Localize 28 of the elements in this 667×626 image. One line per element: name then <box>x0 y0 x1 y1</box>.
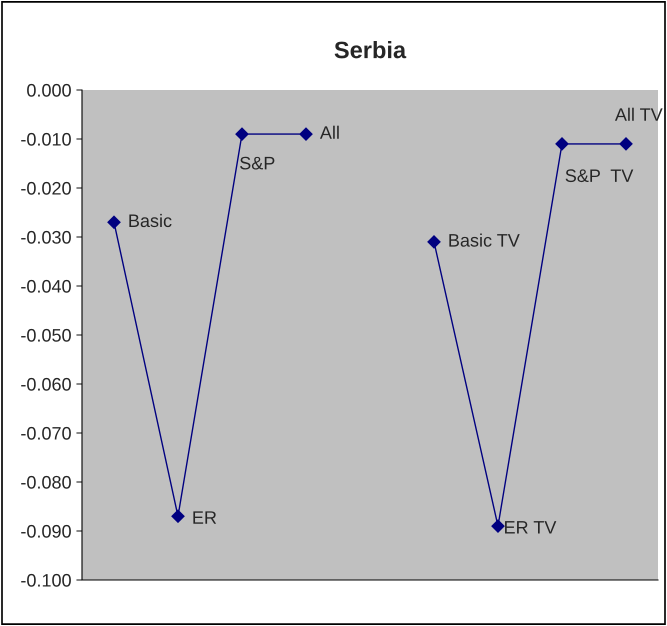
annotation: All <box>320 126 339 139</box>
point <box>619 137 633 150</box>
annotation: Basic TV <box>449 233 520 247</box>
y-tick-label: -0.010 <box>21 132 71 146</box>
y-tick-label: -0.090 <box>21 524 71 538</box>
y-tick-label: -0.050 <box>21 328 71 342</box>
point <box>299 128 313 141</box>
point <box>235 128 249 141</box>
chart-title: Serbia <box>334 40 406 58</box>
annotation: ER <box>193 511 216 524</box>
y-tick-label: 0.000 <box>27 84 71 97</box>
y-tick-label: -0.030 <box>21 230 71 244</box>
annotation: S&P TV <box>566 169 634 182</box>
y-tick-label: -0.070 <box>21 426 71 440</box>
y-tick-label: -0.040 <box>21 280 71 293</box>
y-tick-label: -0.100 <box>21 574 71 587</box>
annotation: ER TV <box>505 521 556 534</box>
point <box>171 510 185 523</box>
point <box>491 520 505 533</box>
annotation: S&P <box>240 156 274 170</box>
point <box>555 137 569 150</box>
y-tick-label: -0.060 <box>21 378 71 391</box>
point <box>107 216 121 229</box>
annotation: All TV <box>614 108 663 121</box>
point <box>427 235 441 248</box>
y-tick-label: -0.020 <box>21 182 71 195</box>
annotation: Basic <box>129 214 172 228</box>
y-tick-label: -0.080 <box>21 476 71 489</box>
